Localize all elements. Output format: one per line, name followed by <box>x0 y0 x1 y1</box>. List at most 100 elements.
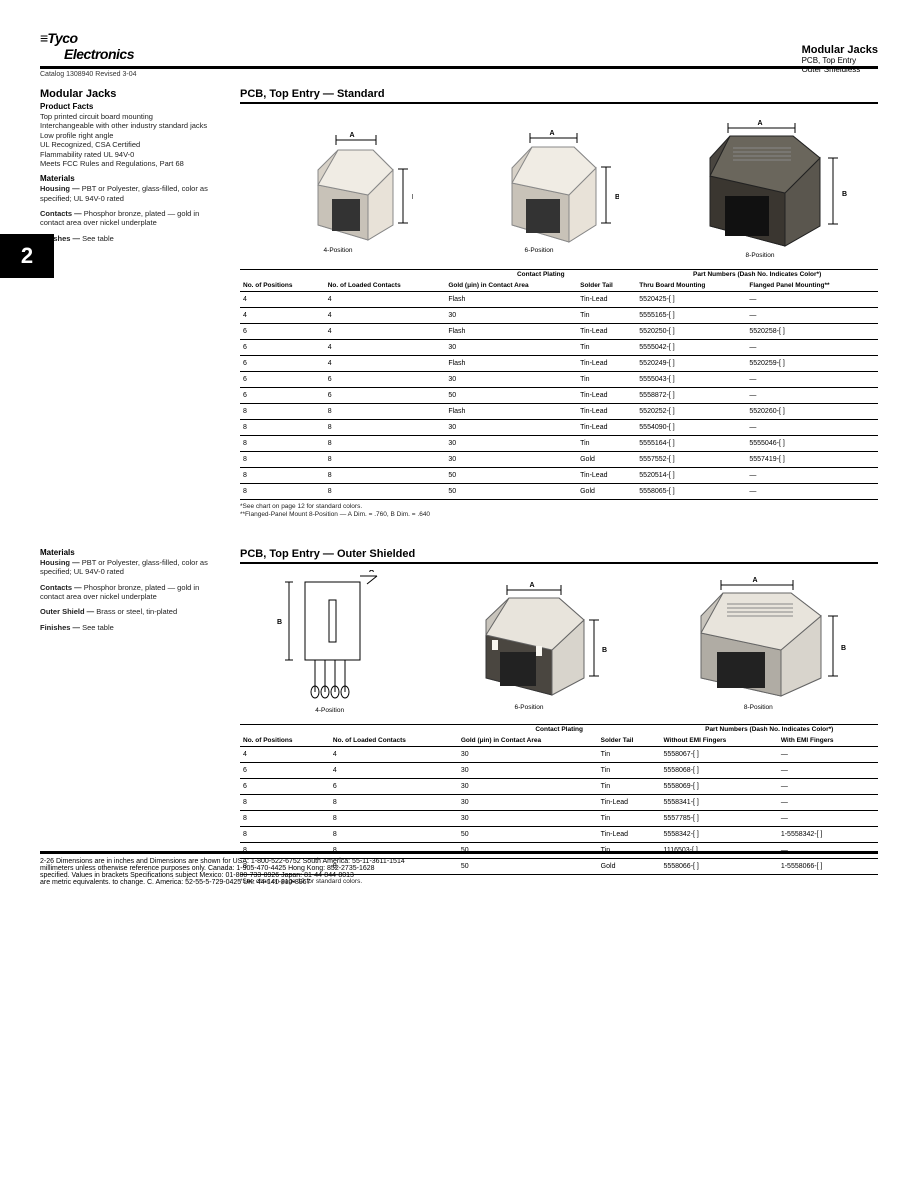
fact-1: Interchangeable with other industry stan… <box>40 121 224 130</box>
table-cell: 5520259-[ ] <box>746 356 878 372</box>
jack2-8pos-label: 8-Position <box>663 704 853 711</box>
table-cell: — <box>778 778 878 794</box>
left-col-2: Materials Housing — PBT or Polyester, gl… <box>40 548 240 886</box>
table-row: 8830Gold5557552-[ ]5557419-[ ] <box>240 452 878 468</box>
table-cell: 5520260-[ ] <box>746 404 878 420</box>
table-cell: 30 <box>445 436 577 452</box>
table-cell: 5558065-[ ] <box>636 484 746 500</box>
table-cell: Tin <box>598 746 661 762</box>
table-cell: 6 <box>325 372 446 388</box>
housing2-hdr: Housing — <box>40 558 80 567</box>
table-cell: — <box>746 484 878 500</box>
table-row: 6430Tin5555042-[ ]— <box>240 340 878 356</box>
table-cell: 5558068-[ ] <box>660 762 777 778</box>
table-cell: 6 <box>240 778 330 794</box>
table-cell: Tin <box>598 778 661 794</box>
table-cell: 50 <box>445 388 577 404</box>
table-cell: 30 <box>445 308 577 324</box>
t1-h3: Solder Tail <box>577 280 636 292</box>
table-cell: Gold <box>577 452 636 468</box>
table-cell: 5520252-[ ] <box>636 404 746 420</box>
table-cell: 5558872-[ ] <box>636 388 746 404</box>
table-cell: 6 <box>240 388 325 404</box>
t2-grp-plating: Contact Plating <box>458 724 661 734</box>
table-cell: 5520514-[ ] <box>636 468 746 484</box>
contacts-hdr: Contacts — <box>40 209 82 218</box>
table-cell: — <box>778 794 878 810</box>
table-cell: — <box>778 762 878 778</box>
table-cell: Gold <box>577 484 636 500</box>
svg-text:B: B <box>602 647 607 654</box>
jack2-6pos: A B 6-Position <box>444 572 614 711</box>
section2-images: A B 4-Position <box>240 570 878 714</box>
svg-text:A: A <box>757 120 762 127</box>
table-cell: 5554090-[ ] <box>636 420 746 436</box>
table-cell: 4 <box>240 746 330 762</box>
t2-h5: With EMI Fingers <box>778 734 878 746</box>
jack-6pos: A B 6-Position <box>459 115 619 254</box>
table-cell: 8 <box>240 436 325 452</box>
logo-mark: ≡ <box>40 30 45 46</box>
t1-h5: Flanged Panel Mounting** <box>746 280 878 292</box>
contacts2-hdr: Contacts — <box>40 583 82 592</box>
jack2-4pos: A B 4-Position <box>265 570 395 714</box>
table-cell: 5520425-[ ] <box>636 292 746 308</box>
table-cell: 5555046-[ ] <box>746 436 878 452</box>
table-cell: 8 <box>330 794 458 810</box>
jack2-4pos-label: 4-Position <box>265 707 395 714</box>
table-cell: — <box>778 746 878 762</box>
header-right-l2: PCB, Top Entry <box>802 56 878 65</box>
table-row: 6430Tin5558068-[ ]— <box>240 762 878 778</box>
table-cell: 8 <box>325 420 446 436</box>
table-cell: Flash <box>445 404 577 420</box>
section2-heading: PCB, Top Entry — Outer Shielded <box>240 548 878 564</box>
section1-note-0: *See chart on page 12 for standard color… <box>240 503 878 511</box>
section1-heading: PCB, Top Entry — Standard <box>240 88 878 104</box>
table-row: 44FlashTin-Lead5520425-[ ]— <box>240 292 878 308</box>
finishes2-txt: See table <box>82 623 114 632</box>
catalog-line: Catalog 1308940 Revised 3-04 <box>40 71 878 78</box>
table-row: 64FlashTin-Lead5520249-[ ]5520259-[ ] <box>240 356 878 372</box>
jack-8pos-svg: A B <box>665 110 855 250</box>
t1-grp-plating: Contact Plating <box>445 270 636 280</box>
table-cell: 8 <box>240 484 325 500</box>
finishes2-hdr: Finishes — <box>40 623 80 632</box>
table-cell: 5558069-[ ] <box>660 778 777 794</box>
t1-grp-parts: Part Numbers (Dash No. Indicates Color*) <box>636 270 878 280</box>
table-cell: 8 <box>325 452 446 468</box>
table-cell: Tin <box>598 810 661 826</box>
table-cell: 1-5558342-[ ] <box>778 826 878 842</box>
table-cell: 5558067-[ ] <box>660 746 777 762</box>
footer-l2c: are metric equivalents. to change. C. Am… <box>40 879 310 886</box>
footer-rule <box>40 851 878 854</box>
footer: 2-26 Dimensions are in inches and Dimens… <box>40 851 878 886</box>
logo-tyco: Tyco <box>47 30 77 46</box>
svg-text:B: B <box>412 194 413 201</box>
fact-4: Flammability rated UL 94V-0 <box>40 150 224 159</box>
table-cell: 6 <box>240 762 330 778</box>
table-cell: 30 <box>458 810 598 826</box>
table-cell: 5557785-[ ] <box>660 810 777 826</box>
t2-h0: No. of Positions <box>240 734 330 746</box>
table-cell: Tin <box>577 436 636 452</box>
header-right-l3: Outer Shieldless <box>802 65 878 74</box>
shield2-hdr: Outer Shield — <box>40 607 94 616</box>
table-cell: Tin-Lead <box>577 356 636 372</box>
table-row: 8850Tin-Lead5558342-[ ]1-5558342-[ ] <box>240 826 878 842</box>
table-cell: 5555042-[ ] <box>636 340 746 356</box>
table-cell: Flash <box>445 292 577 308</box>
header-right: Modular Jacks PCB, Top Entry Outer Shiel… <box>802 44 878 74</box>
materials-hdr: Materials <box>40 174 224 183</box>
product-facts-list: Top printed circuit board mounting Inter… <box>40 112 224 168</box>
table-row: 64FlashTin-Lead5520250-[ ]5520258-[ ] <box>240 324 878 340</box>
table-cell: — <box>746 308 878 324</box>
fact-3: UL Recognized, CSA Certified <box>40 140 224 149</box>
section1-images: A B 4-Position <box>240 110 878 259</box>
jack2-8pos: A B 8-Position <box>663 572 853 711</box>
svg-text:B: B <box>615 194 619 201</box>
table-cell: 4 <box>325 340 446 356</box>
table-cell: 8 <box>240 810 330 826</box>
left-col-1: Modular Jacks Product Facts Top printed … <box>40 88 240 520</box>
svg-text:B: B <box>277 619 282 626</box>
table-cell: Tin-Lead <box>577 420 636 436</box>
